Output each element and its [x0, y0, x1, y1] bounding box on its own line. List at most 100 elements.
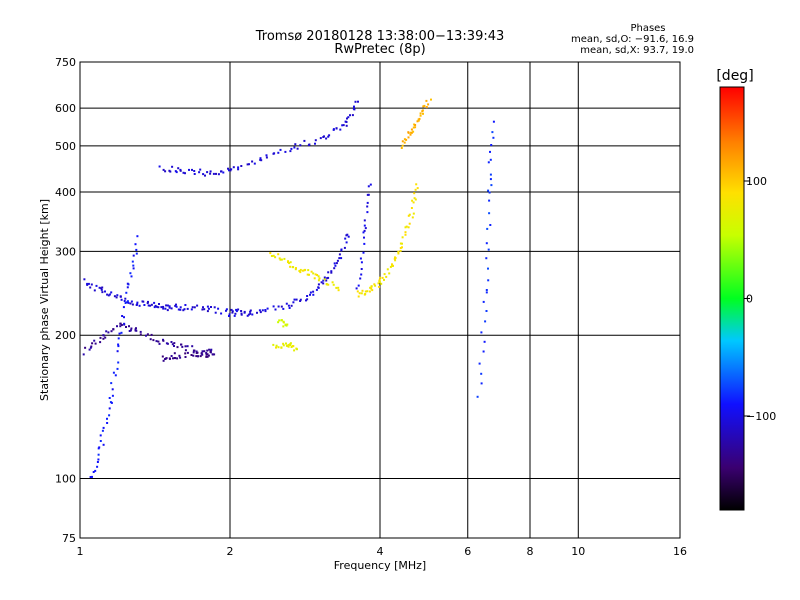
data-point	[146, 333, 149, 336]
data-point	[106, 417, 108, 420]
data-point	[280, 319, 283, 322]
data-point	[240, 165, 243, 167]
y-tick-label: 750	[55, 56, 76, 69]
data-point	[312, 290, 315, 293]
data-point	[488, 191, 491, 194]
data-point	[100, 288, 103, 291]
data-point	[412, 126, 415, 129]
data-point	[353, 105, 355, 108]
data-point	[289, 150, 292, 153]
data-point	[119, 295, 122, 298]
data-point	[412, 212, 415, 215]
data-point	[373, 283, 376, 286]
data-point	[282, 325, 285, 328]
data-point	[237, 308, 240, 311]
data-point	[378, 280, 381, 283]
data-point	[102, 443, 105, 446]
data-point	[232, 166, 235, 169]
data-point	[298, 270, 301, 272]
data-point	[345, 241, 348, 244]
data-point	[289, 261, 292, 264]
data-point	[192, 351, 195, 354]
data-point	[125, 291, 128, 294]
data-point	[143, 304, 146, 306]
data-point	[366, 211, 369, 214]
data-point	[153, 301, 156, 304]
data-point	[289, 342, 292, 345]
data-point	[108, 414, 111, 417]
data-point	[277, 151, 280, 154]
data-point	[362, 251, 365, 254]
data-point	[225, 308, 228, 311]
data-point	[158, 303, 160, 305]
data-point	[195, 352, 198, 354]
data-point	[407, 131, 410, 134]
data-point	[206, 310, 209, 313]
data-point	[272, 343, 275, 346]
data-point	[188, 168, 190, 171]
data-point	[363, 219, 366, 222]
data-point	[127, 301, 130, 304]
data-point	[360, 268, 363, 270]
data-point	[414, 124, 417, 126]
data-point	[175, 171, 178, 174]
data-point	[124, 297, 127, 300]
phase-o-stats: mean, sd,O: −91.6, 16.9	[571, 34, 694, 45]
data-point	[333, 267, 336, 270]
data-point	[388, 272, 391, 275]
data-point	[243, 310, 246, 313]
data-point	[370, 285, 373, 288]
data-point	[489, 178, 492, 181]
data-point	[487, 248, 490, 251]
data-point	[323, 276, 326, 279]
data-point	[136, 301, 139, 304]
data-point	[246, 314, 249, 317]
data-point	[371, 289, 374, 292]
data-point	[299, 298, 302, 301]
data-point	[260, 159, 263, 162]
data-point	[330, 271, 333, 274]
data-point	[116, 350, 119, 353]
data-point	[97, 447, 100, 450]
data-point	[363, 229, 366, 232]
data-point	[114, 374, 117, 377]
x-tick-label: 6	[464, 545, 471, 558]
data-point	[196, 304, 199, 307]
data-point	[199, 355, 202, 358]
data-point	[111, 388, 114, 391]
data-point	[317, 283, 320, 286]
data-point	[157, 340, 160, 343]
data-point	[403, 138, 406, 141]
data-point	[83, 278, 86, 281]
data-point	[120, 298, 123, 301]
data-point	[90, 283, 93, 286]
data-point	[279, 148, 282, 151]
data-point	[121, 315, 124, 317]
data-point	[401, 242, 403, 245]
data-point	[213, 306, 216, 309]
data-point	[217, 307, 220, 310]
data-point	[397, 250, 400, 253]
data-point	[155, 305, 158, 308]
data-point	[309, 291, 312, 294]
data-point	[89, 476, 92, 478]
data-point	[303, 139, 306, 142]
data-point	[296, 348, 298, 351]
data-point	[354, 100, 357, 103]
data-point	[333, 262, 336, 265]
data-point	[400, 147, 403, 149]
data-point	[240, 313, 243, 316]
data-point	[230, 168, 233, 171]
data-point	[299, 268, 302, 271]
data-point	[282, 307, 285, 310]
data-point	[258, 309, 261, 312]
data-point	[191, 168, 193, 171]
data-point	[191, 345, 194, 348]
data-point	[317, 275, 320, 278]
data-point	[279, 258, 282, 261]
data-point	[168, 306, 171, 309]
data-point	[171, 343, 174, 346]
colorbar-gradient	[720, 87, 744, 510]
data-point	[199, 168, 202, 171]
data-point	[361, 289, 364, 292]
